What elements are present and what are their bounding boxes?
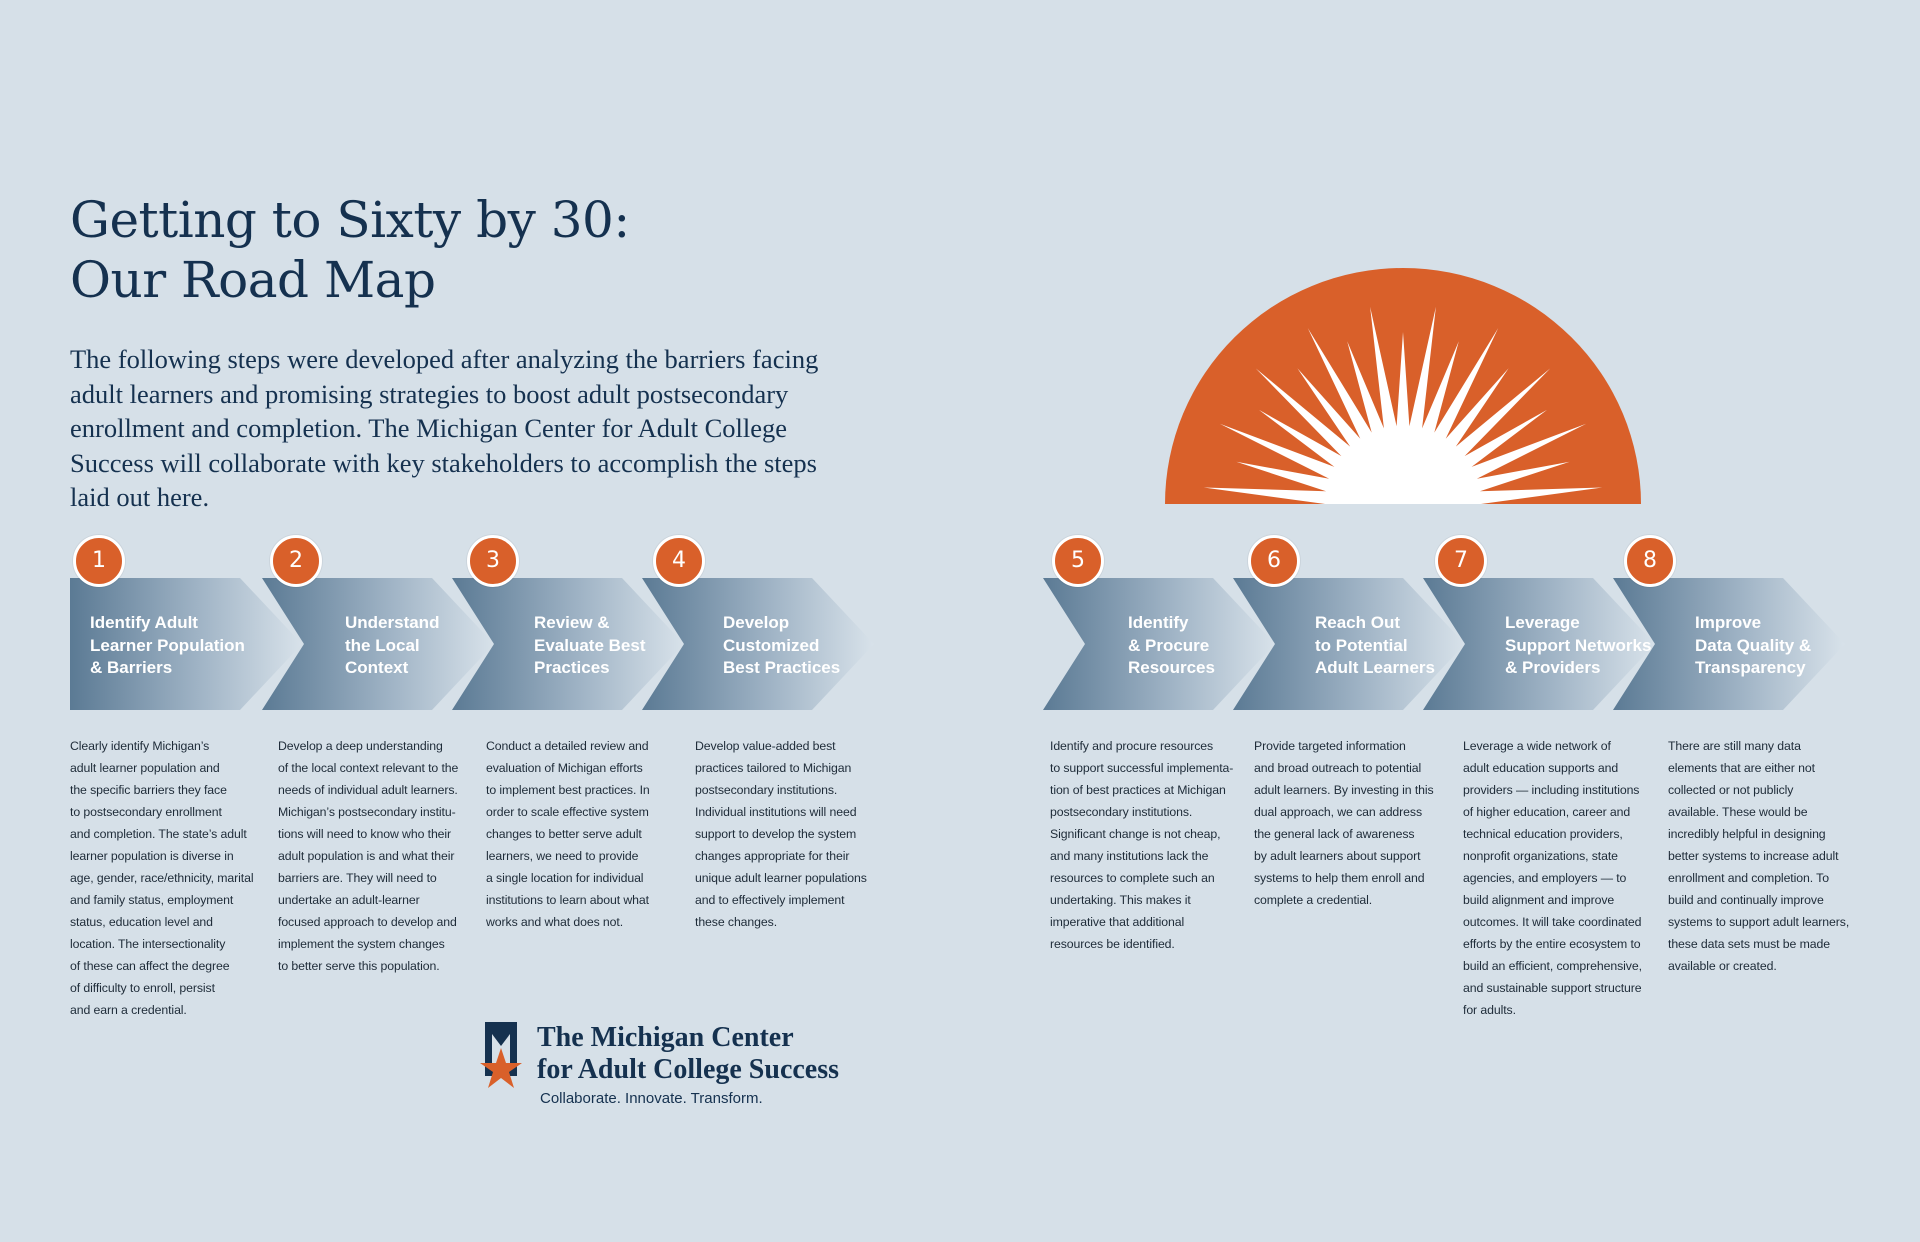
step-description: Identify and procure resources to suppor… [1050, 739, 1234, 951]
step-arrow-6 [1233, 578, 1465, 710]
step-arrow-8 [1613, 578, 1845, 710]
step-arrow-7 [1423, 578, 1655, 710]
step-number-badge: 2 [270, 535, 322, 587]
step-arrow-4 [642, 578, 874, 710]
step-title: Leverage Support Networks & Providers [1505, 613, 1652, 677]
step-title: Develop Customized Best Practices [723, 613, 841, 677]
step-title: Improve Data Quality & Transparency [1695, 613, 1812, 677]
step-description: Conduct a detailed review and evaluation… [486, 739, 650, 929]
step-number-badge: 7 [1435, 535, 1487, 587]
step-title: Understand the Local Context [345, 613, 440, 677]
step-title: Reach Out to Potential Adult Learners [1315, 613, 1435, 677]
step-number-badge: 5 [1052, 535, 1104, 587]
step-number-badge: 1 [73, 535, 125, 587]
step-number-badge: 3 [467, 535, 519, 587]
step-title: Review & Evaluate Best Practices [534, 613, 646, 677]
step-arrow-3 [452, 578, 684, 710]
organization-logo: The Michigan Center for Adult College Su… [475, 1018, 875, 1118]
step-number-badge: 6 [1248, 535, 1300, 587]
step-description: Provide targeted information and broad o… [1254, 739, 1434, 907]
step-number-badge: 4 [653, 535, 705, 587]
step-arrow-2 [262, 578, 494, 710]
step-arrow-1 [70, 578, 302, 710]
page-title: Getting to Sixty by 30: Our Road Map [70, 190, 630, 310]
title-line-2: Our Road Map [70, 251, 436, 309]
sunrise-icon [1165, 268, 1641, 504]
step-title: Identify & Procure Resources [1128, 613, 1215, 677]
step-description: There are still many data elements that … [1668, 739, 1850, 973]
step-description: Clearly identify Michigan’s adult learne… [70, 739, 254, 1017]
step-description: Develop value-added best practices tailo… [695, 739, 867, 929]
organization-tagline: Collaborate. Innovate. Transform. [540, 1090, 763, 1107]
intro-paragraph: The following steps were developed after… [70, 344, 819, 512]
step-description: Develop a deep understanding of the loca… [278, 739, 459, 973]
title-line-1: Getting to Sixty by 30: [70, 191, 630, 249]
organization-name: The Michigan Center for Adult College Su… [537, 1022, 840, 1085]
step-title: Identify Adult Learner Population & Barr… [90, 613, 245, 677]
star-logo-icon [480, 1022, 522, 1088]
step-arrow-5 [1043, 578, 1275, 710]
step-description: Leverage a wide network of adult educati… [1463, 739, 1642, 1017]
step-number-badge: 8 [1624, 535, 1676, 587]
